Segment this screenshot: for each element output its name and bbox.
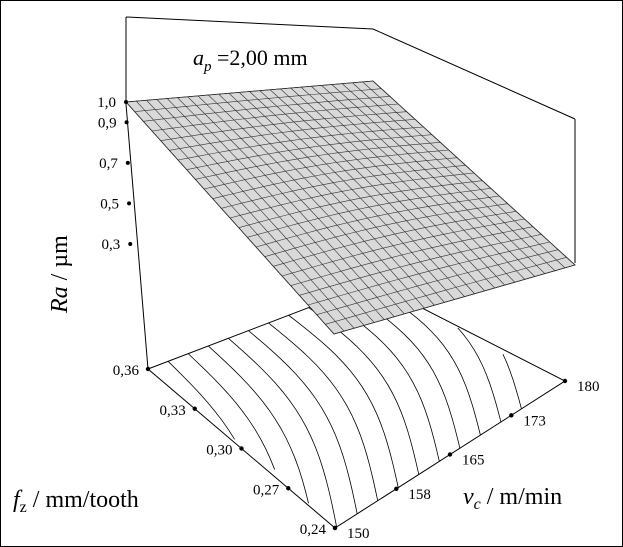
vc-tick-mark xyxy=(394,486,399,491)
chart-title: ap =2,00 mm xyxy=(193,45,308,75)
fz-tick-label: 0,24 xyxy=(300,522,327,538)
surface-grid-line xyxy=(325,257,567,325)
surface-grid-line xyxy=(221,165,466,209)
contour-line xyxy=(228,337,338,528)
surface-grid-line xyxy=(177,126,424,161)
surface-grid-line xyxy=(143,96,390,122)
surface-grid-line xyxy=(203,149,449,190)
surface-grid-line xyxy=(160,111,407,141)
surface-grid-line xyxy=(134,88,382,112)
fz-tick-label: 0,30 xyxy=(206,443,232,459)
z-tick-mark xyxy=(128,242,133,246)
surface-grid-line xyxy=(169,119,416,151)
fz-tick-label: 0,33 xyxy=(160,403,186,419)
response-surface xyxy=(125,80,576,335)
vc-axis-label: vc / m/min xyxy=(463,484,562,513)
box-back-right xyxy=(372,28,576,120)
vc-tick-label: 158 xyxy=(408,487,431,503)
fz-tick-mark xyxy=(192,406,197,411)
surface-grid-line xyxy=(195,142,441,180)
contour-line xyxy=(288,314,399,488)
z-tick-mark xyxy=(124,120,129,125)
vc-tick-mark xyxy=(509,413,514,418)
z-tick-mark xyxy=(125,160,130,165)
vc-tick-label: 173 xyxy=(523,413,546,429)
contour-line xyxy=(502,353,522,409)
vc-tick-label: 180 xyxy=(577,379,600,395)
z-tick-mark xyxy=(124,100,128,104)
fz-tick-mark xyxy=(145,366,151,372)
fz-tick-mark xyxy=(286,486,291,491)
surface-grid-line xyxy=(186,134,432,170)
vc-tick-mark xyxy=(562,378,568,384)
contour-line xyxy=(268,322,379,501)
fz-axis-label: fz / mm/tooth xyxy=(13,487,139,516)
vc-tick-mark xyxy=(447,452,453,457)
z-tick-label: 0,9 xyxy=(98,115,117,131)
box-back-top xyxy=(125,16,374,30)
surface-grid-line xyxy=(229,172,475,219)
surface-grid-line xyxy=(264,203,508,257)
z-tick-label: 1,0 xyxy=(97,95,116,111)
z-tick-label: 0,5 xyxy=(100,196,119,212)
surface-grid-line xyxy=(316,249,559,315)
contour-line xyxy=(167,361,235,440)
contour-line xyxy=(457,327,502,423)
z-tick-label: 0,3 xyxy=(102,237,121,253)
vc-axis: 150 158 165 173 180 xyxy=(332,378,600,542)
z-tick-mark xyxy=(127,201,132,206)
surface-grid-line xyxy=(151,103,399,132)
z-axis: 1,0 0,9 0,7 0,5 0,3 xyxy=(97,95,133,253)
contour-line xyxy=(207,345,309,504)
surface-grid-line xyxy=(212,157,458,199)
fz-tick-label: 0,27 xyxy=(253,482,280,498)
vc-tick-mark xyxy=(332,525,338,531)
surface-grid-line xyxy=(290,226,533,286)
surface-grid-line xyxy=(333,264,576,335)
surface-grid-line xyxy=(255,195,500,248)
surface-grid-line xyxy=(299,234,542,296)
surface-grid-line xyxy=(238,180,483,228)
surface-grid-line xyxy=(281,218,525,277)
z-axis-label: Ra / µm xyxy=(47,235,73,314)
contour-line xyxy=(187,353,276,470)
fz-tick-label: 0,36 xyxy=(113,363,140,379)
contour-line xyxy=(248,330,358,514)
fz-axis: 0,36 0,33 0,30 0,27 0,24 xyxy=(113,363,338,538)
surface-grid-line xyxy=(247,188,491,238)
box-left-drop xyxy=(125,103,149,370)
vc-tick-label: 150 xyxy=(347,526,370,542)
z-tick-label: 0,7 xyxy=(99,156,118,172)
surface-grid-line xyxy=(307,241,550,306)
surface-grid-line xyxy=(125,80,374,103)
vc-tick-label: 165 xyxy=(462,453,485,469)
fz-tick-mark xyxy=(239,446,244,451)
surface-grid-line xyxy=(273,211,517,267)
